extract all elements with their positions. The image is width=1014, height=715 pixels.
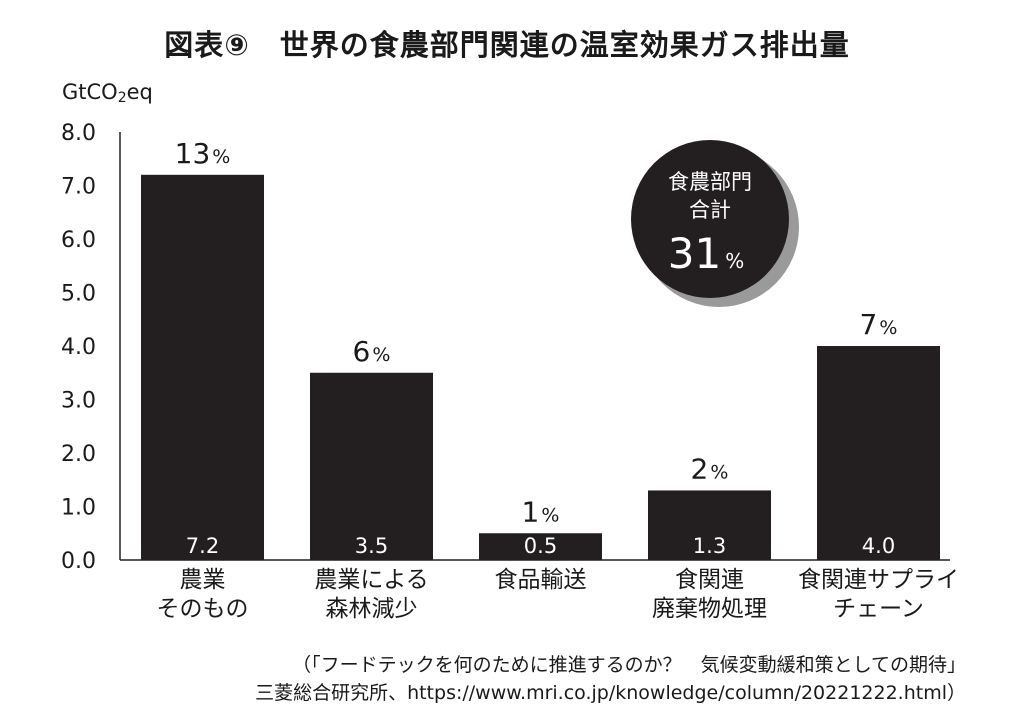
callout-line-2: 合計 [689, 198, 731, 222]
bar [310, 372, 433, 560]
source-line-2: 三菱総合研究所、https://www.mri.co.jp/knowledge/… [255, 682, 966, 704]
y-tick-label: 7.0 [61, 175, 96, 200]
y-tick-label: 5.0 [61, 282, 96, 307]
chart-title: 図表⑨ 世界の食農部門関連の温室効果ガス排出量 [164, 28, 850, 62]
x-category-label: 森林減少 [326, 596, 418, 622]
x-category-label: チェーン [833, 596, 924, 622]
x-category-label: 農業 [180, 567, 226, 593]
bar [817, 346, 940, 560]
callout-value: 31% [668, 229, 744, 278]
bar-share-label: 1% [522, 495, 560, 528]
bar-value-label: 3.5 [355, 534, 388, 558]
y-tick-label: 3.0 [61, 389, 96, 414]
bar-value-label: 4.0 [862, 534, 895, 558]
source-line-1: （「フードテックを何のために推進するのか？ 気候変動緩和策としての期待」 [292, 654, 966, 676]
y-tick-label: 6.0 [61, 228, 96, 253]
callout-line-1: 食農部門 [668, 170, 752, 194]
x-category-label: 食品輸送 [495, 567, 587, 593]
y-tick-label: 0.0 [61, 549, 96, 574]
bar [141, 174, 264, 561]
x-category-label: そのもの [157, 596, 249, 622]
y-tick-label: 4.0 [61, 335, 96, 360]
y-tick-label: 2.0 [61, 442, 96, 467]
x-category-label: 食関連 [675, 567, 744, 593]
x-category-label: 食関連サプライ [798, 567, 959, 593]
x-category-label: 農業による [314, 567, 428, 593]
bar [479, 533, 602, 560]
bar-value-label: 7.2 [186, 534, 219, 558]
bar-share-label: 6% [353, 335, 391, 368]
bar-value-label: 1.3 [693, 534, 726, 558]
x-category-label: 廃棄物処理 [652, 596, 767, 622]
bar [648, 490, 771, 560]
source-note: （「フードテックを何のために推進するのか？ 気候変動緩和策としての期待」 三菱総… [66, 651, 966, 707]
bar-value-label: 0.5 [524, 534, 557, 558]
bar-share-label: 7% [860, 308, 898, 341]
bar-share-label: 2% [691, 452, 729, 485]
y-tick-label: 8.0 [61, 121, 96, 146]
y-tick-label: 1.0 [61, 496, 96, 521]
bar-share-label: 13% [175, 137, 231, 170]
y-axis-unit: GtCO2eq [62, 80, 153, 106]
callout-circle [631, 140, 789, 298]
